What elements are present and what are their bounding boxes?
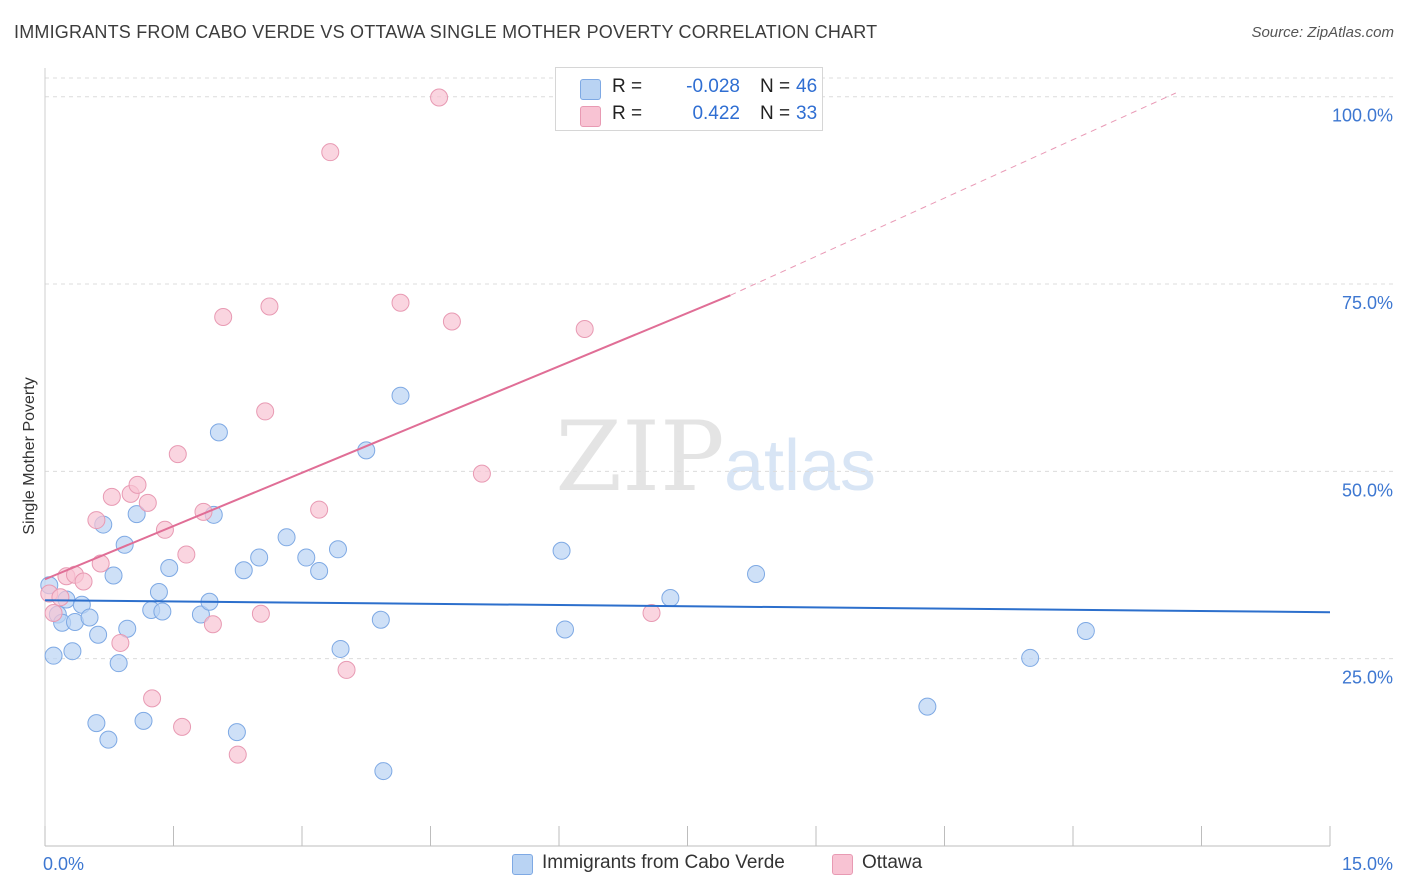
y-tick-label: 100.0%	[1332, 106, 1393, 126]
y-tick-label: 75.0%	[1342, 293, 1393, 313]
y-tick-label: 50.0%	[1342, 480, 1393, 500]
x-tick-label: 0.0%	[43, 854, 84, 874]
cabo-verde-point	[209, 423, 228, 442]
ottawa-point	[642, 603, 661, 622]
ottawa-point	[260, 297, 279, 316]
ottawa-point	[228, 745, 247, 764]
ottawa-trendline	[44, 294, 731, 581]
cabo-verde-point	[127, 505, 146, 524]
cabo-verde-point	[277, 528, 296, 547]
watermark-atlas: atlas	[724, 426, 876, 506]
cabo-verde-point	[331, 639, 350, 658]
cabo-verde-point	[918, 697, 937, 716]
cabo-verde-point	[234, 561, 253, 580]
n-value: 33	[796, 103, 818, 124]
ottawa-point	[143, 689, 162, 708]
ottawa-trendline-extension	[730, 92, 1177, 296]
legend-label: Ottawa	[862, 852, 923, 873]
pink-swatch	[832, 854, 853, 875]
cabo-verde-point	[99, 730, 118, 749]
cabo-verde-point	[160, 559, 179, 578]
cabo-verde-trendline	[44, 599, 1331, 614]
cabo-verde-point	[153, 602, 172, 621]
ottawa-point	[91, 554, 110, 573]
ottawa-point	[173, 717, 192, 736]
r-label: R =	[612, 76, 643, 97]
cabo-verde-point	[374, 762, 393, 781]
blue-swatch	[512, 854, 533, 875]
cabo-verde-point	[661, 588, 680, 607]
cabo-verde-point	[328, 540, 347, 559]
watermark-zip: ZIP	[555, 401, 724, 513]
n-value: 46	[796, 76, 818, 97]
cabo-verde-point	[297, 548, 316, 567]
r-value: -0.028	[686, 76, 740, 97]
cabo-verde-point	[109, 654, 128, 673]
cabo-verde-point	[149, 582, 168, 601]
ottawa-point	[391, 293, 410, 312]
cabo-verde-point	[44, 646, 63, 665]
ottawa-point	[177, 545, 196, 564]
ottawa-point	[102, 487, 121, 506]
cabo-verde-point	[555, 620, 574, 639]
ottawa-point	[214, 308, 233, 327]
legend-label: Immigrants from Cabo Verde	[542, 852, 785, 873]
r-value: 0.422	[692, 103, 740, 124]
ottawa-point	[251, 604, 270, 623]
ottawa-point	[44, 603, 63, 622]
cabo-verde-point	[63, 642, 82, 661]
ottawa-point	[310, 500, 329, 519]
ottawa-point	[256, 402, 275, 421]
ottawa-point	[337, 660, 356, 679]
r-label: R =	[612, 103, 643, 124]
cabo-verde-point	[227, 723, 246, 742]
blue-swatch	[580, 79, 601, 100]
correlation-legend: R = -0.028 N = 46 R = 0.422 N = 33	[555, 67, 823, 131]
series-legend: Immigrants from Cabo Verde Ottawa	[0, 852, 1406, 876]
cabo-verde-point	[104, 566, 123, 585]
ottawa-point	[442, 312, 461, 331]
ottawa-point	[430, 88, 449, 107]
cabo-verde-point	[134, 711, 153, 730]
ottawa-point	[128, 475, 147, 494]
ottawa-point	[321, 143, 340, 162]
cabo-verde-point	[250, 548, 269, 567]
n-label: N =	[760, 103, 791, 124]
x-tick-label: 15.0%	[1342, 854, 1393, 874]
cabo-verde-point	[191, 605, 210, 624]
ottawa-point	[51, 588, 70, 607]
ottawa-point	[168, 445, 187, 464]
ottawa-point	[575, 320, 594, 339]
cabo-verde-point	[1076, 621, 1095, 640]
pink-swatch	[580, 106, 601, 127]
cabo-verde-point	[747, 565, 766, 584]
cabo-verde-point	[80, 608, 99, 627]
ottawa-point	[111, 633, 130, 652]
cabo-verde-point	[87, 714, 106, 733]
ottawa-point	[87, 511, 106, 530]
cabo-verde-point	[1021, 648, 1040, 667]
ottawa-point	[203, 615, 222, 634]
cabo-verde-point	[310, 562, 329, 581]
ottawa-point	[74, 572, 93, 591]
cabo-verde-point	[552, 541, 571, 560]
cabo-verde-point	[371, 610, 390, 629]
ottawa-point	[138, 493, 157, 512]
chart-source: Source: ZipAtlas.com	[1251, 24, 1394, 41]
y-tick-label: 25.0%	[1342, 668, 1393, 688]
n-label: N =	[760, 76, 791, 97]
ottawa-point	[472, 464, 491, 483]
cabo-verde-point	[89, 625, 108, 644]
chart-title: IMMIGRANTS FROM CABO VERDE VS OTTAWA SIN…	[14, 22, 878, 42]
cabo-verde-point	[391, 386, 410, 405]
